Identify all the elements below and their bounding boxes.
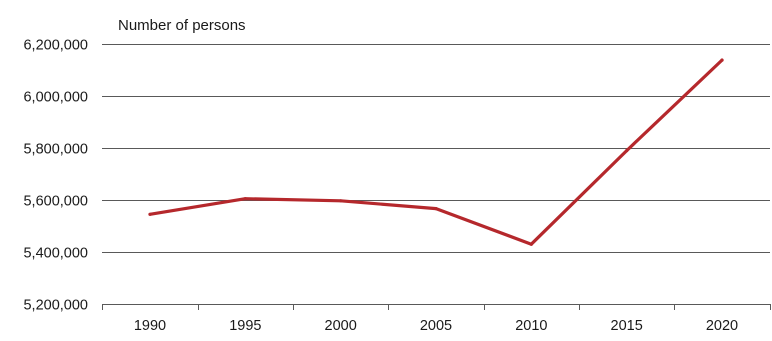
data-point [339, 199, 343, 203]
y-tick-label: 5,200,000 [23, 298, 88, 314]
x-tick-label: 1990 [134, 318, 166, 334]
y-tick-label: 5,400,000 [23, 246, 88, 262]
y-tick-label: 5,600,000 [23, 194, 88, 210]
y-axis-title: Number of persons [118, 17, 246, 34]
series-line [148, 58, 724, 246]
x-tick-label: 2015 [611, 318, 643, 334]
y-tick-label: 6,200,000 [23, 38, 88, 54]
x-axis [102, 304, 771, 310]
x-tick-label: 1995 [229, 318, 261, 334]
x-tick-label: 2020 [706, 318, 738, 334]
gridlines [102, 44, 770, 305]
data-point [720, 58, 724, 62]
data-point [529, 242, 533, 246]
series-layer [148, 58, 724, 246]
y-tick-label: 5,800,000 [23, 142, 88, 158]
y-axis-tick-labels: 5,200,000 5,400,000 5,600,000 5,800,000 6,00… [23, 38, 88, 314]
data-point [243, 197, 247, 201]
data-point [625, 149, 629, 153]
x-tick-label: 2000 [325, 318, 357, 334]
x-tick-label: 2005 [420, 318, 452, 334]
data-point [148, 212, 152, 216]
data-point [434, 207, 438, 211]
x-axis-tick-labels: 1990 1995 2000 2005 2010 2015 2020 [134, 318, 738, 334]
x-tick-label: 2010 [515, 318, 547, 334]
y-tick-label: 6,000,000 [23, 90, 88, 106]
